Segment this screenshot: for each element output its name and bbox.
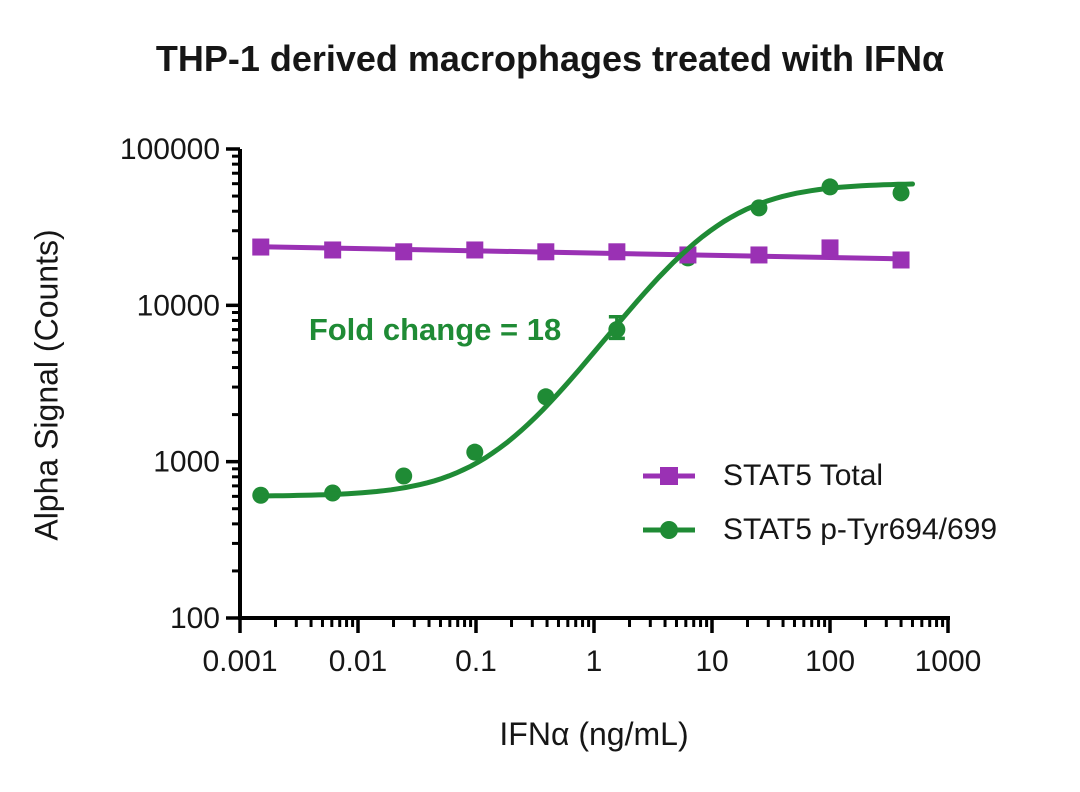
stat5-total-data-point (395, 243, 413, 261)
fold-change-annotation: Fold change = 18 (308, 312, 562, 347)
stat5-total-data-point (892, 251, 910, 269)
stat5-ptyr-data-point (395, 467, 413, 485)
y-tick-label: 1000 (153, 446, 220, 479)
stat5-total-data-point (537, 243, 555, 261)
legend-label-stat5-total: STAT5 Total (723, 459, 884, 492)
stat5-total-data-point (324, 241, 342, 259)
stat5-ptyr-fit-curve (258, 181, 915, 499)
stat5-ptyr-data-point (466, 443, 484, 461)
legend-item-stat5-ptyr: STAT5 p-Tyr694/699 (641, 513, 997, 547)
y-tick-label: 100000 (120, 133, 220, 166)
y-tick-label: 10000 (137, 289, 220, 322)
stat5-total-data-point (466, 241, 484, 259)
stat5-ptyr-data-point (892, 184, 910, 202)
legend-square-purple (660, 467, 678, 485)
legend-item-stat5-total: STAT5 Total (641, 459, 883, 493)
x-tick-label: 100 (805, 645, 855, 678)
stat5-total-data-point (750, 246, 768, 264)
x-tick-label: 10 (695, 645, 728, 678)
legend-marker-circle-icon (643, 521, 695, 539)
x-tick-label: 0.001 (202, 645, 277, 678)
stat5-total-data-point (608, 243, 626, 261)
x-tick-label: 0.1 (455, 645, 497, 678)
x-tick-label: 1 (586, 645, 603, 678)
y-tick-label: 100 (170, 602, 220, 635)
chart-title: THP-1 derived macrophages treated with I… (155, 38, 945, 79)
x-axis-title: IFNα (ng/mL) (499, 716, 689, 752)
stat5-total-fit-line (258, 244, 908, 262)
x-tick-label: 0.01 (329, 645, 387, 678)
legend-marker-square-icon (643, 467, 695, 485)
x-tick-label: 1000 (915, 645, 982, 678)
legend-label-stat5-ptyr: STAT5 p-Tyr694/699 (723, 513, 998, 546)
legend-circle-green (660, 521, 678, 539)
stat5-total-data-point (821, 239, 839, 257)
stat5-total-data-point (252, 238, 270, 256)
